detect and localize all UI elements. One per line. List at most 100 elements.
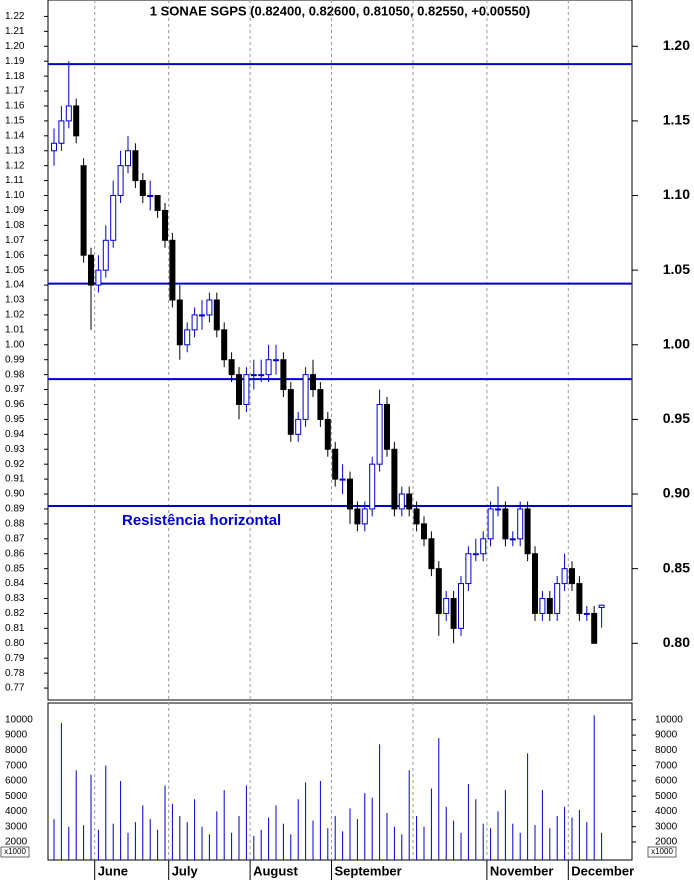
candle-body [465,553,472,585]
y-tick-label: 1.18 [5,71,25,82]
unit-box [0,846,30,858]
y2-tick-label: 1.20 [663,37,690,53]
y-tick-label: 0.85 [5,563,25,574]
candle-body [332,448,339,480]
y2-tick-label: 0.85 [663,559,690,575]
y2-tick-label: 1.15 [663,112,690,128]
candle-body [117,165,124,197]
y-tick-label: 0.99 [5,354,25,365]
y-tick-label: 1.00 [5,339,25,350]
candle-body [480,538,487,555]
volume-tick-label: 5000 [655,791,678,802]
candle-body [524,508,531,555]
candle-body [561,568,568,585]
y-tick-label: 1.22 [5,11,25,22]
candle-body [354,508,361,525]
candle-body [317,389,324,420]
y-tick-label: 1.03 [5,295,25,306]
volume-tick-label: 7000 [5,760,28,771]
volume-tick-label: 9000 [5,730,28,741]
candle-body [273,359,279,362]
candle-body [428,538,435,570]
y-tick-label: 0.97 [5,384,25,395]
candle-body [280,359,287,391]
y-tick-label: 1.08 [5,220,25,231]
x-tick-label: June [98,863,128,878]
y-tick-label: 1.11 [5,175,24,186]
y-tick-label: 0.98 [5,369,25,380]
candle-body [169,239,176,301]
candle-body [472,553,479,556]
candle-body [95,269,102,286]
candle-body [236,374,242,405]
candle-body [88,254,94,286]
candle-body [80,165,87,256]
candle-body [184,329,191,346]
candle-body [347,478,353,510]
candle-body [546,598,553,614]
volume-tick-label: 7000 [655,760,678,771]
candle-body [435,568,442,614]
y-tick-label: 0.87 [5,533,25,544]
candle-body [243,374,250,405]
y-tick-label: 0.77 [5,683,25,694]
candle-body [391,448,398,510]
candle-body [583,612,590,615]
candle-body [147,195,154,198]
candle-body [250,374,257,377]
volume-tick-label: 10000 [655,714,683,725]
y-tick-label: 0.92 [5,459,25,470]
y-tick-label: 1.12 [5,160,25,171]
candle-body [450,598,457,629]
candle-body [199,314,205,317]
candle-body [110,195,117,241]
candle-body [413,508,420,525]
y-tick-label: 1.04 [5,280,25,291]
y-tick-label: 1.06 [5,250,25,261]
candle-body [576,583,583,614]
volume-tick-label: 6000 [655,776,678,787]
price-panel [47,0,633,701]
chart-title: 1 SONAE SGPS (0.82400, 0.82600, 0.81050,… [150,3,531,18]
y-tick-label: 0.82 [5,608,25,619]
volume-tick-label: 4000 [5,806,28,817]
candle-body [384,403,390,450]
candle-body [132,150,139,182]
y-tick-label: 1.13 [5,145,25,156]
candle-body [58,120,65,144]
y-tick-label: 1.07 [5,235,25,246]
candle-body [569,568,575,585]
x-tick-label: September [335,863,402,878]
x-tick-label: November [490,863,554,878]
candle-body [176,299,183,346]
candle-body [509,538,516,541]
y-tick-label: 1.01 [5,324,25,335]
y-tick-label: 0.93 [5,444,25,455]
y-tick-label: 0.94 [5,429,25,440]
candle-body [458,583,464,629]
y-tick-label: 0.96 [5,399,25,410]
y-tick-label: 0.84 [5,578,25,589]
volume-tick-label: 8000 [655,745,678,756]
candle-body [361,508,368,525]
candle-body [302,374,309,420]
y2-tick-label: 0.90 [663,485,690,501]
candle-body [228,359,235,376]
y-tick-label: 0.89 [5,504,25,515]
y-tick-label: 0.79 [5,653,25,664]
annotation: Resistência horizontal [122,512,281,529]
candle-body [154,195,161,211]
candle-body [125,150,131,167]
x-tick-label: July [172,863,199,878]
volume-unit: x1000 [4,847,26,856]
y-tick-label: 0.91 [5,474,25,485]
candle-body [398,493,405,510]
y-tick-label: 1.14 [5,130,25,141]
y-tick-label: 0.80 [5,638,25,649]
volume-tick-label: 3000 [5,821,28,832]
candle-body [369,463,376,510]
candle-body [598,604,605,608]
candle-body [162,209,168,241]
y-tick-label: 1.10 [5,190,25,201]
candle-body [191,314,198,331]
